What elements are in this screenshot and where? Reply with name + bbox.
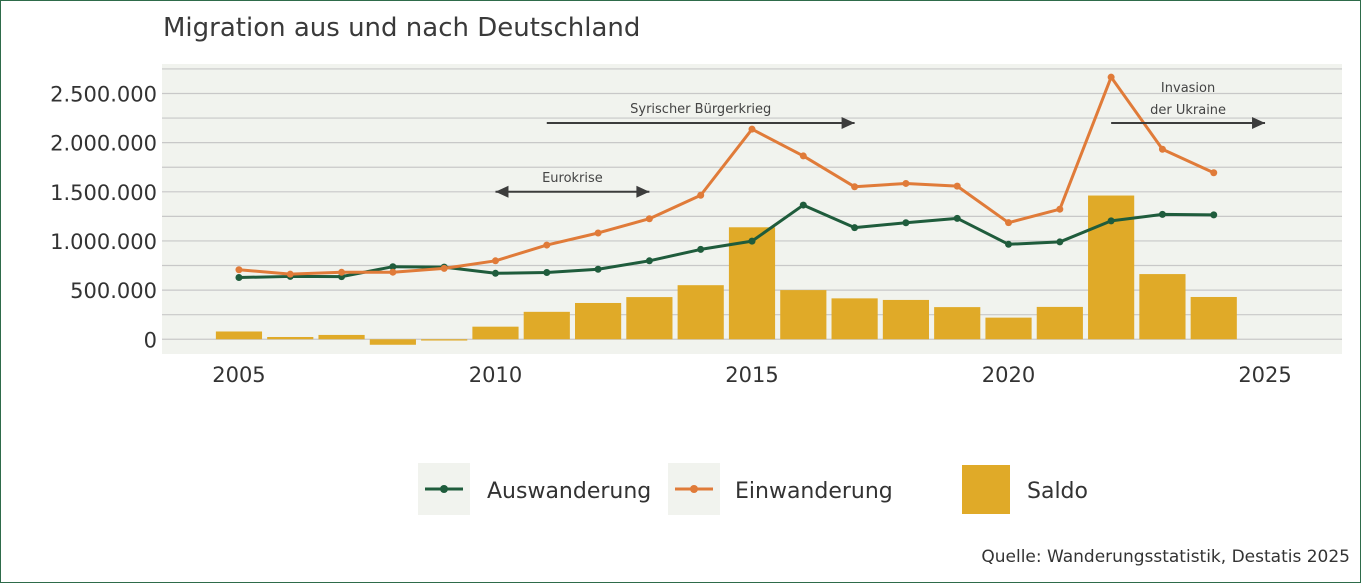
- point-einwanderung: [902, 179, 910, 187]
- saldo-bar: [421, 339, 468, 341]
- annotations: Eurokrise Syrischer Bürgerkrieg Invasion de…: [495, 81, 1266, 198]
- saldo-bar: [780, 290, 827, 340]
- y-tick-label: 2.500.000: [50, 82, 157, 106]
- point-einwanderung: [1158, 145, 1166, 153]
- saldo-bar: [985, 317, 1032, 340]
- saldo-bar: [1088, 195, 1135, 340]
- point-auswanderung: [645, 257, 653, 265]
- saldo-bar: [472, 326, 519, 340]
- point-einwanderung: [1005, 219, 1013, 227]
- line-einwanderung: [238, 75, 1215, 276]
- point-einwanderung: [1210, 169, 1218, 177]
- point-auswanderung: [902, 219, 910, 227]
- saldo-bar: [831, 298, 878, 340]
- point-einwanderung: [543, 241, 551, 249]
- saldo-bar: [1190, 296, 1237, 340]
- point-einwanderung: [645, 215, 653, 223]
- y-tick-label: 2.000.000: [50, 132, 157, 156]
- arrow-head: [495, 185, 509, 198]
- line-auswanderung: [238, 203, 1214, 280]
- legend: Auswanderung Einwanderung Saldo: [418, 463, 1088, 515]
- x-tick-label: 2025: [1238, 363, 1291, 387]
- y-axis-ticks: 0 500.000 1.000.000 1.500.000 2.000.000 2.500…: [50, 82, 157, 352]
- saldo-bar: [369, 339, 416, 345]
- point-auswanderung: [491, 269, 499, 277]
- point-einwanderung: [440, 264, 448, 272]
- point-auswanderung: [1107, 217, 1115, 225]
- point-auswanderung: [1005, 240, 1013, 248]
- saldo-bar: [318, 334, 365, 340]
- point-einwanderung: [594, 229, 602, 237]
- point-einwanderung: [799, 152, 807, 160]
- x-axis-ticks: 2005 2010 2015 2020 2025: [212, 363, 1292, 387]
- point-auswanderung: [697, 245, 705, 253]
- point-einwanderung: [748, 125, 756, 133]
- saldo-bar: [882, 299, 929, 340]
- y-tick-label: 1.500.000: [50, 181, 157, 205]
- annotation-label: Invasion: [1161, 81, 1215, 96]
- point-auswanderung: [799, 201, 807, 209]
- point-einwanderung: [338, 268, 346, 276]
- saldo-bar: [1139, 274, 1186, 340]
- arrow-head: [1252, 116, 1266, 129]
- point-auswanderung: [1158, 210, 1166, 218]
- saldo-bar: [523, 311, 570, 340]
- annotation-label: Syrischer Bürgerkrieg: [630, 102, 771, 117]
- point-einwanderung: [697, 191, 705, 199]
- legend-label-einwanderung: Einwanderung: [735, 479, 893, 504]
- point-auswanderung: [594, 265, 602, 273]
- legend-label-auswanderung: Auswanderung: [487, 479, 651, 504]
- point-einwanderung: [389, 268, 397, 276]
- saldo-bar: [1036, 306, 1083, 340]
- point-einwanderung: [286, 270, 294, 278]
- x-tick-label: 2010: [469, 363, 522, 387]
- x-tick-label: 2015: [725, 363, 778, 387]
- point-auswanderung: [389, 263, 397, 271]
- point-auswanderung: [1210, 211, 1218, 219]
- point-einwanderung: [1056, 205, 1064, 213]
- point-auswanderung: [953, 214, 961, 222]
- y-tick-label: 1.000.000: [50, 230, 157, 254]
- point-auswanderung: [235, 274, 243, 282]
- line-series: [235, 73, 1218, 282]
- arrow-head: [636, 185, 650, 198]
- saldo-bar: [215, 331, 263, 340]
- x-tick-label: 2020: [982, 363, 1035, 387]
- x-tick-label: 2005: [212, 363, 265, 387]
- saldo-bar: [728, 227, 776, 340]
- y-tick-label: 500.000: [70, 279, 157, 303]
- point-einwanderung: [235, 266, 243, 274]
- source-note: Quelle: Wanderungsstatistik, Destatis 20…: [981, 547, 1350, 567]
- saldo-bar: [677, 285, 724, 340]
- legend-marker-auswanderung: [440, 485, 448, 493]
- saldo-bar: [575, 302, 622, 340]
- saldo-bar: [267, 336, 314, 340]
- point-auswanderung: [851, 224, 859, 232]
- annotation-label: der Ukraine: [1150, 103, 1226, 118]
- y-tick-label: 0: [144, 328, 157, 352]
- point-auswanderung: [543, 269, 551, 277]
- point-einwanderung: [491, 257, 499, 265]
- saldo-bar: [934, 307, 981, 340]
- legend-label-saldo: Saldo: [1027, 479, 1088, 504]
- arrow-head: [841, 116, 855, 129]
- point-auswanderung: [748, 237, 756, 245]
- point-auswanderung: [1056, 238, 1064, 246]
- point-einwanderung: [851, 183, 859, 191]
- saldo-bar: [626, 297, 673, 340]
- chart-title: Migration aus und nach Deutschland: [163, 13, 640, 43]
- annotation-label: Eurokrise: [542, 171, 603, 186]
- legend-marker-einwanderung: [690, 485, 698, 493]
- point-einwanderung: [1107, 73, 1115, 81]
- saldo-bars: [215, 195, 1237, 345]
- legend-swatch-saldo: [962, 465, 1010, 514]
- point-einwanderung: [953, 182, 961, 190]
